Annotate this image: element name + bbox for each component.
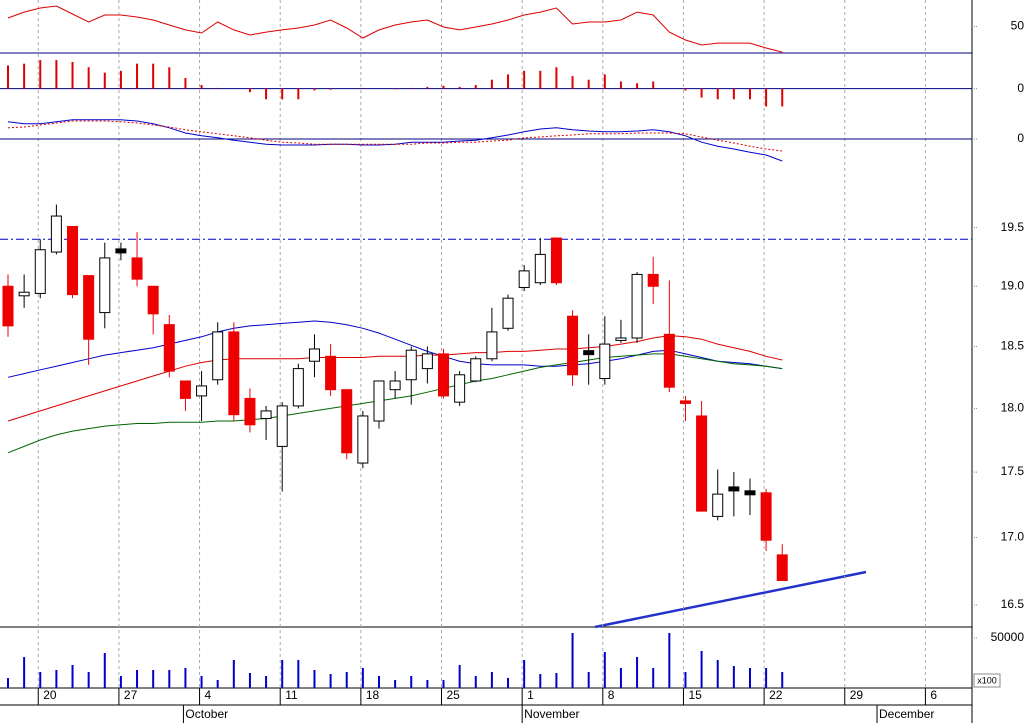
- x-tick-label: 4: [205, 688, 212, 702]
- month-label: November: [524, 707, 579, 721]
- x-tick-label: 8: [608, 688, 615, 702]
- series-line: [7, 120, 783, 152]
- candle-body: [486, 331, 498, 360]
- candle-body: [438, 353, 450, 397]
- y-tick-label: 0: [1017, 81, 1024, 95]
- candle-body: [389, 380, 401, 391]
- candle-body: [18, 291, 30, 297]
- candle-body: [325, 355, 337, 391]
- y-tick-label: 0: [1017, 131, 1024, 145]
- candle-body: [373, 380, 385, 422]
- candle-body: [776, 554, 788, 581]
- candle-body: [405, 349, 417, 381]
- candle-body: [179, 380, 191, 399]
- series-line: [7, 320, 783, 378]
- candle-body: [744, 490, 756, 496]
- month-label: October: [185, 707, 228, 721]
- candle-body: [67, 225, 79, 296]
- unit-label: x100: [977, 675, 997, 685]
- candle-body: [212, 331, 224, 381]
- candle-body: [534, 253, 546, 284]
- candle-body: [728, 486, 740, 492]
- y-tick-label: 18.5: [1001, 339, 1025, 353]
- candle-body: [244, 397, 256, 426]
- candle-body: [228, 331, 240, 416]
- candle-body: [147, 285, 159, 315]
- y-tick-label: 17.5: [1001, 464, 1025, 478]
- month-label: December: [879, 707, 934, 721]
- candle-body: [292, 368, 304, 407]
- y-tick-label: 50000: [991, 630, 1025, 644]
- candle-body: [357, 415, 369, 464]
- candle-body: [2, 285, 14, 327]
- candle-body: [421, 353, 433, 370]
- y-tick-label: 50: [1011, 19, 1025, 33]
- candle-body: [276, 405, 288, 447]
- x-tick-label: 22: [769, 688, 783, 702]
- candle-body: [583, 350, 595, 356]
- series-line: [7, 335, 783, 422]
- x-tick-label: 6: [930, 688, 937, 702]
- x-tick-label: 29: [850, 688, 864, 702]
- x-tick-label: 25: [447, 688, 461, 702]
- candle-body: [470, 358, 482, 382]
- candle-body: [599, 343, 611, 380]
- candle-body: [50, 215, 62, 253]
- candle-body: [631, 273, 643, 339]
- candle-body: [260, 410, 272, 419]
- candle-body: [518, 270, 530, 288]
- x-tick-label: 27: [124, 688, 138, 702]
- y-tick-label: 17.0: [1001, 530, 1025, 544]
- candle-body: [712, 493, 724, 517]
- y-tick-label: 19.5: [1001, 220, 1025, 234]
- candle-body: [99, 257, 111, 314]
- trend-line: [594, 570, 867, 629]
- x-tick-label: 18: [366, 688, 380, 702]
- candle-body: [502, 297, 514, 329]
- candle-body: [163, 324, 175, 372]
- x-tick-label: 11: [285, 688, 298, 702]
- candle-body: [34, 249, 46, 294]
- x-tick-label: 1: [527, 688, 534, 702]
- candle-body: [550, 237, 562, 284]
- candle-body: [760, 492, 772, 541]
- candle-body: [567, 315, 579, 376]
- candle-body: [83, 275, 95, 340]
- y-tick-label: 16.5: [1001, 597, 1025, 611]
- candle-body: [615, 337, 627, 341]
- candle-body: [341, 389, 353, 454]
- candle-body: [696, 415, 708, 512]
- candle-body: [679, 400, 691, 404]
- x-tick-label: 15: [688, 688, 702, 702]
- candle-body: [131, 257, 143, 280]
- candle-body: [308, 348, 320, 362]
- y-tick-label: 19.0: [1001, 278, 1025, 292]
- candle-body: [454, 374, 466, 403]
- candle-body: [647, 273, 659, 287]
- candle-body: [196, 385, 208, 397]
- x-tick-label: 20: [43, 688, 57, 702]
- series-line: [7, 5, 783, 53]
- unit-box: [973, 673, 1001, 688]
- y-tick-label: 18.0: [1001, 401, 1025, 415]
- candle-body: [663, 333, 675, 388]
- candle-body: [115, 248, 127, 254]
